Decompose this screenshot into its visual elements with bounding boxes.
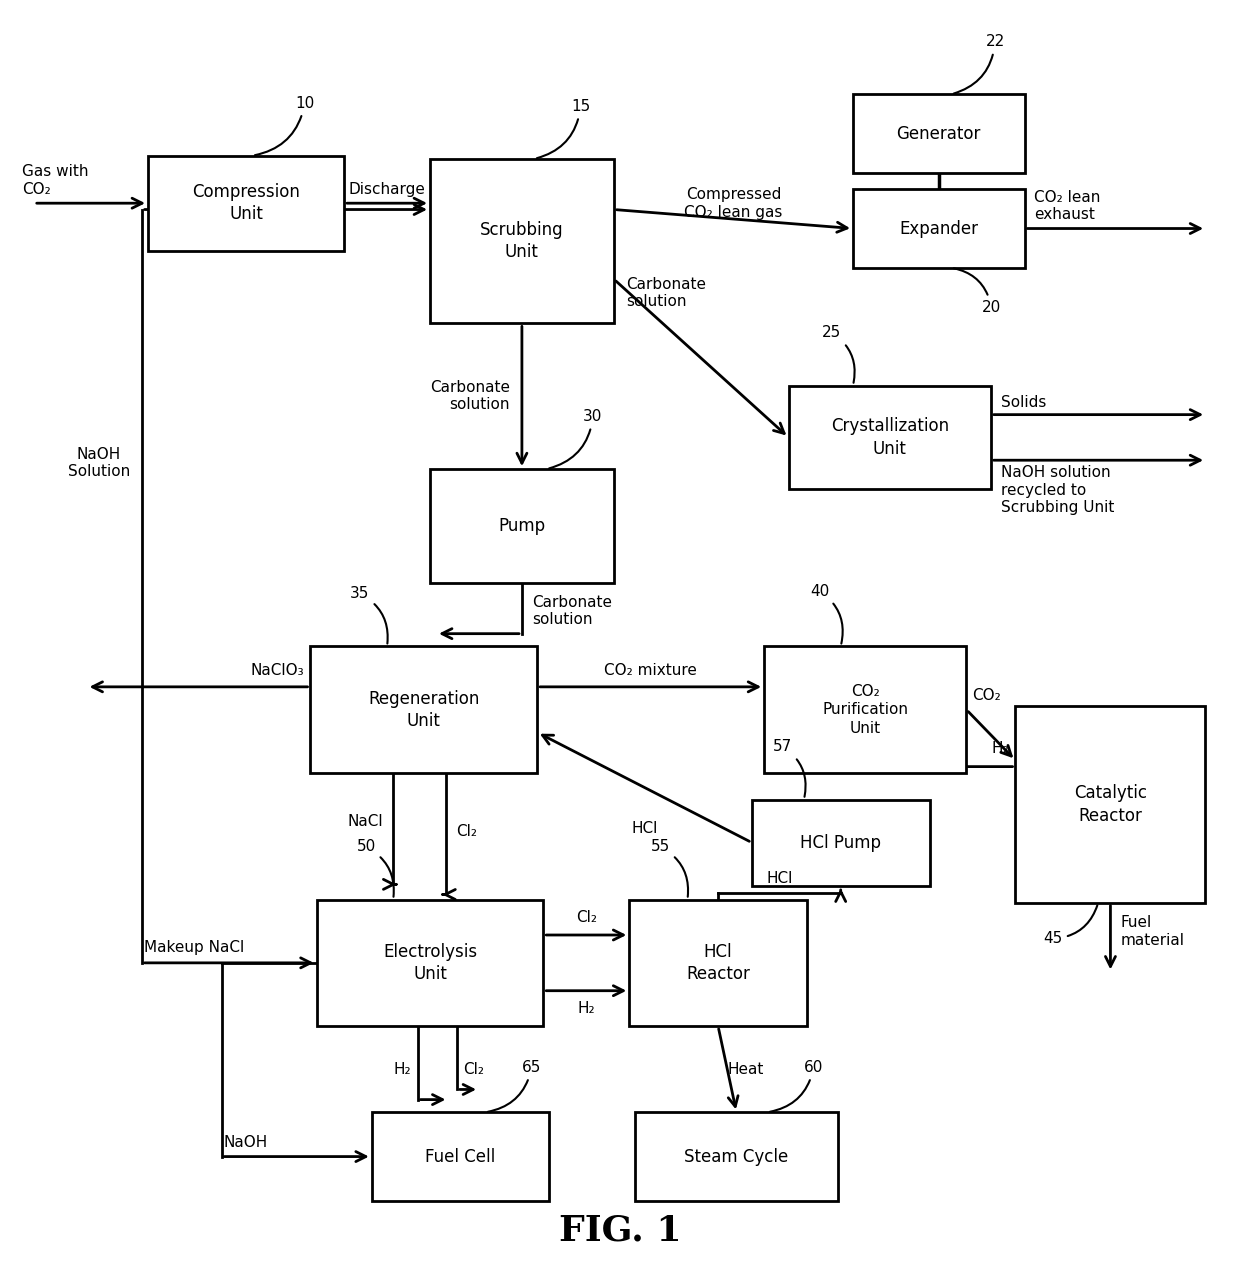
Text: Carbonate
solution: Carbonate solution: [429, 380, 510, 412]
Text: NaOH: NaOH: [224, 1135, 268, 1151]
FancyBboxPatch shape: [316, 900, 543, 1027]
FancyBboxPatch shape: [629, 900, 807, 1027]
Text: Makeup NaCl: Makeup NaCl: [144, 941, 244, 955]
Text: 50: 50: [356, 840, 394, 897]
FancyBboxPatch shape: [1016, 707, 1205, 902]
Text: Steam Cycle: Steam Cycle: [684, 1148, 789, 1166]
Text: Expander: Expander: [899, 219, 978, 238]
Text: CO₂: CO₂: [972, 689, 1001, 703]
Text: 57: 57: [774, 740, 806, 797]
FancyBboxPatch shape: [764, 646, 966, 773]
Text: 35: 35: [350, 586, 388, 644]
Text: HCl Pump: HCl Pump: [800, 833, 882, 851]
FancyBboxPatch shape: [430, 159, 614, 324]
FancyBboxPatch shape: [853, 189, 1024, 268]
Text: HCl
Reactor: HCl Reactor: [686, 943, 750, 983]
Text: Compressed
CO₂ lean gas: Compressed CO₂ lean gas: [684, 187, 782, 220]
Text: Solids: Solids: [1001, 394, 1047, 410]
Text: CO₂ mixture: CO₂ mixture: [604, 663, 697, 678]
Text: Cl₂: Cl₂: [575, 910, 596, 925]
Text: Discharge: Discharge: [348, 182, 425, 197]
Text: Gas with
CO₂: Gas with CO₂: [21, 164, 88, 197]
Text: NaClO₃: NaClO₃: [250, 663, 304, 678]
FancyBboxPatch shape: [789, 385, 991, 489]
Text: CO₂
Purification
Unit: CO₂ Purification Unit: [822, 684, 908, 736]
Text: 65: 65: [487, 1060, 542, 1112]
Text: Regeneration
Unit: Regeneration Unit: [368, 690, 480, 730]
Text: H₂: H₂: [394, 1061, 412, 1076]
FancyBboxPatch shape: [148, 156, 345, 251]
Text: 15: 15: [537, 99, 590, 159]
Text: 10: 10: [255, 96, 314, 155]
Text: 45: 45: [1043, 905, 1097, 946]
Text: FIG. 1: FIG. 1: [559, 1213, 681, 1248]
Text: 30: 30: [549, 410, 603, 468]
FancyBboxPatch shape: [310, 646, 537, 773]
Text: NaCl: NaCl: [347, 814, 383, 828]
Text: 20: 20: [954, 269, 1001, 315]
Text: Scrubbing
Unit: Scrubbing Unit: [480, 221, 564, 261]
Text: H₂: H₂: [992, 741, 1009, 756]
Text: Compression
Unit: Compression Unit: [192, 183, 300, 223]
Text: Carbonate
solution: Carbonate solution: [532, 595, 611, 627]
FancyBboxPatch shape: [430, 468, 614, 582]
Text: 60: 60: [770, 1060, 823, 1112]
Text: Heat: Heat: [728, 1061, 764, 1076]
Text: 25: 25: [822, 325, 854, 383]
Text: NaOH solution
recycled to
Scrubbing Unit: NaOH solution recycled to Scrubbing Unit: [1001, 465, 1114, 515]
Text: 22: 22: [954, 35, 1004, 93]
Text: HCl: HCl: [766, 872, 792, 886]
Text: Fuel
material: Fuel material: [1120, 915, 1184, 947]
FancyBboxPatch shape: [751, 800, 930, 886]
Text: Electrolysis
Unit: Electrolysis Unit: [383, 943, 477, 983]
FancyBboxPatch shape: [635, 1112, 838, 1201]
Text: CO₂ lean
exhaust: CO₂ lean exhaust: [1034, 189, 1101, 223]
FancyBboxPatch shape: [853, 95, 1024, 173]
Text: 55: 55: [651, 840, 688, 897]
Text: 40: 40: [810, 584, 843, 644]
Text: Fuel Cell: Fuel Cell: [425, 1148, 496, 1166]
FancyBboxPatch shape: [372, 1112, 549, 1201]
Text: Cl₂: Cl₂: [456, 824, 476, 838]
Text: NaOH
Solution: NaOH Solution: [68, 447, 130, 479]
Text: HCl: HCl: [631, 822, 657, 836]
Text: Crystallization
Unit: Crystallization Unit: [831, 417, 949, 457]
Text: Carbonate
solution: Carbonate solution: [626, 276, 706, 308]
Text: Cl₂: Cl₂: [463, 1061, 484, 1076]
Text: H₂: H₂: [578, 1001, 595, 1016]
Text: Generator: Generator: [897, 124, 981, 142]
Text: Pump: Pump: [498, 517, 546, 535]
Text: Catalytic
Reactor: Catalytic Reactor: [1074, 785, 1147, 824]
